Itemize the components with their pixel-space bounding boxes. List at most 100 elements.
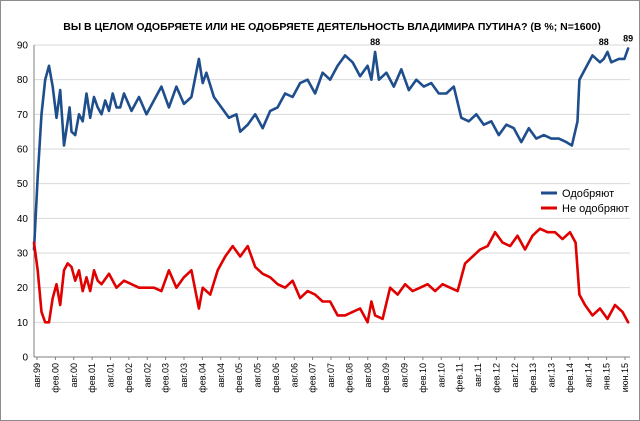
data-point [111,92,114,95]
data-point [441,283,444,286]
data-point [51,297,54,299]
x-tick-label: авг.08 [363,363,373,387]
x-tick-label: фев.13 [528,363,538,393]
data-point [565,141,568,144]
data-point [44,78,47,81]
data-point [554,231,556,234]
data-point [291,96,294,98]
data-point [168,106,170,109]
data-point [85,276,88,279]
data-point [531,234,534,237]
data-point [160,85,163,88]
data-point [599,61,601,64]
data-point [96,279,99,282]
data-point [81,120,84,123]
data-point [153,99,155,102]
data-point [224,255,227,258]
data-point [228,116,230,119]
data-point [351,311,354,313]
x-tick-label: авг.06 [289,363,299,387]
data-point [205,71,208,74]
data-point [445,92,448,95]
data-point [539,227,541,230]
data-point [411,290,414,292]
x-tick-label: фев.01 [87,363,97,393]
data-point [321,300,324,303]
x-tick-label: авг.00 [69,363,79,387]
x-tick-label: фев.08 [344,363,354,393]
x-tick-label: фев.03 [161,363,171,393]
data-point [610,61,613,64]
data-point [381,318,384,320]
data-point [190,269,193,272]
x-tick-label: фев.14 [565,363,575,393]
legend-item-approve: Одобряют [541,188,614,200]
data-point [520,141,523,144]
data-point [396,293,399,296]
x-tick-label: авг.07 [326,363,336,387]
y-tick-label: 50 [17,179,29,190]
x-tick-label: авг.99 [32,363,42,387]
data-point [123,92,125,95]
data-point [96,106,99,109]
data-point [542,134,545,137]
data-point [93,96,95,98]
data-point [359,307,361,310]
data-point [235,113,238,116]
data-point [269,110,272,112]
data-point [449,286,451,289]
data-point [584,304,586,306]
x-tick-label: авг.02 [142,363,152,387]
data-point [246,245,249,248]
data-point [68,106,71,109]
data-point [584,68,586,71]
data-point [497,134,500,137]
data-point [400,68,403,71]
data-point [48,64,50,67]
data-point [239,130,242,133]
x-tick-label: фев.12 [491,363,501,393]
y-tick-label: 30 [17,249,29,260]
data-point [627,47,629,50]
data-point [464,262,466,265]
data-point [524,248,526,251]
data-point [550,137,553,140]
data-point [321,71,324,74]
data-point [51,85,54,88]
x-tick-label: фев.11 [455,363,465,392]
data-point [44,321,47,324]
x-tick-label: авг.09 [400,363,410,387]
data-point [336,314,339,317]
data-point [216,269,219,272]
chart-title: ВЫ В ЦЕЛОМ ОДОБРЯЕТЕ ИЛИ НЕ ОДОБРЯЕТЕ ДЕ… [63,21,600,33]
data-point [407,89,410,91]
data-point [115,106,118,109]
data-point [123,279,125,282]
data-point [291,279,294,282]
data-point [546,231,549,234]
data-point [70,130,73,133]
data-point [621,311,624,313]
data-point [606,318,609,320]
data-point [231,245,234,248]
data-point [437,92,440,95]
data-point [153,286,155,289]
data-point [602,58,605,60]
data-point [40,311,43,313]
x-tick-label: июн.15 [620,363,630,392]
data-point [138,286,140,289]
data-point [145,113,148,116]
data-point [261,127,264,130]
x-tick-label: авг.12 [510,363,520,387]
data-label: 89 [623,33,633,43]
data-point [599,307,601,310]
data-point [578,293,581,296]
data-point [190,96,193,98]
data-point [183,276,185,279]
data-point [66,262,69,265]
legend-label-approve: Одобряют [562,188,614,200]
data-point [59,304,62,306]
data-point [201,286,204,289]
x-tick-label: авг.05 [253,363,263,387]
y-tick-label: 90 [17,41,29,52]
